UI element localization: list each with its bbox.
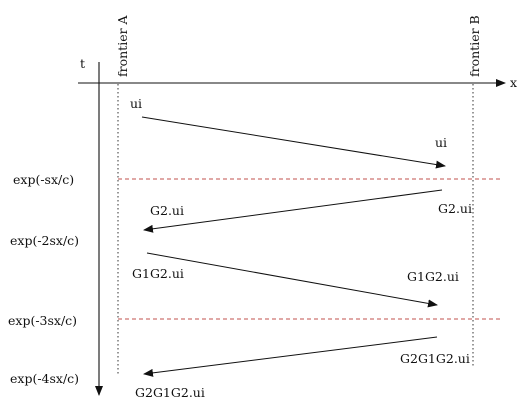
ray-1-start-label: ui <box>130 96 142 111</box>
level-label-4: exp(-4sx/c) <box>10 371 79 386</box>
ray-4-end-label: G2G1G2.ui <box>135 385 205 400</box>
ray-2-end-label: G2.ui <box>150 203 184 218</box>
ray-3-start-label: G1G2.ui <box>132 266 184 281</box>
level-label-2: exp(-2sx/c) <box>10 233 79 248</box>
ray-2-arrow <box>143 189 443 233</box>
frontier-a-label: frontier A <box>115 14 130 77</box>
level-label-1: exp(-sx/c) <box>13 172 74 187</box>
t-axis-label: t <box>80 56 85 71</box>
ray-1-arrow <box>141 116 446 169</box>
ray-1-end-label: ui <box>435 135 447 150</box>
ray-2-start-label: G2.ui <box>438 201 472 216</box>
ray-3-arrow <box>146 252 438 308</box>
frontier-b-label: frontier B <box>467 15 482 77</box>
ray-3-end-label: G1G2.ui <box>407 269 459 284</box>
ray-4-start-label: G2G1G2.ui <box>400 351 470 366</box>
x-axis-label: x <box>510 75 517 90</box>
ray-4-arrow <box>143 336 438 377</box>
level-label-3: exp(-3sx/c) <box>8 313 77 328</box>
